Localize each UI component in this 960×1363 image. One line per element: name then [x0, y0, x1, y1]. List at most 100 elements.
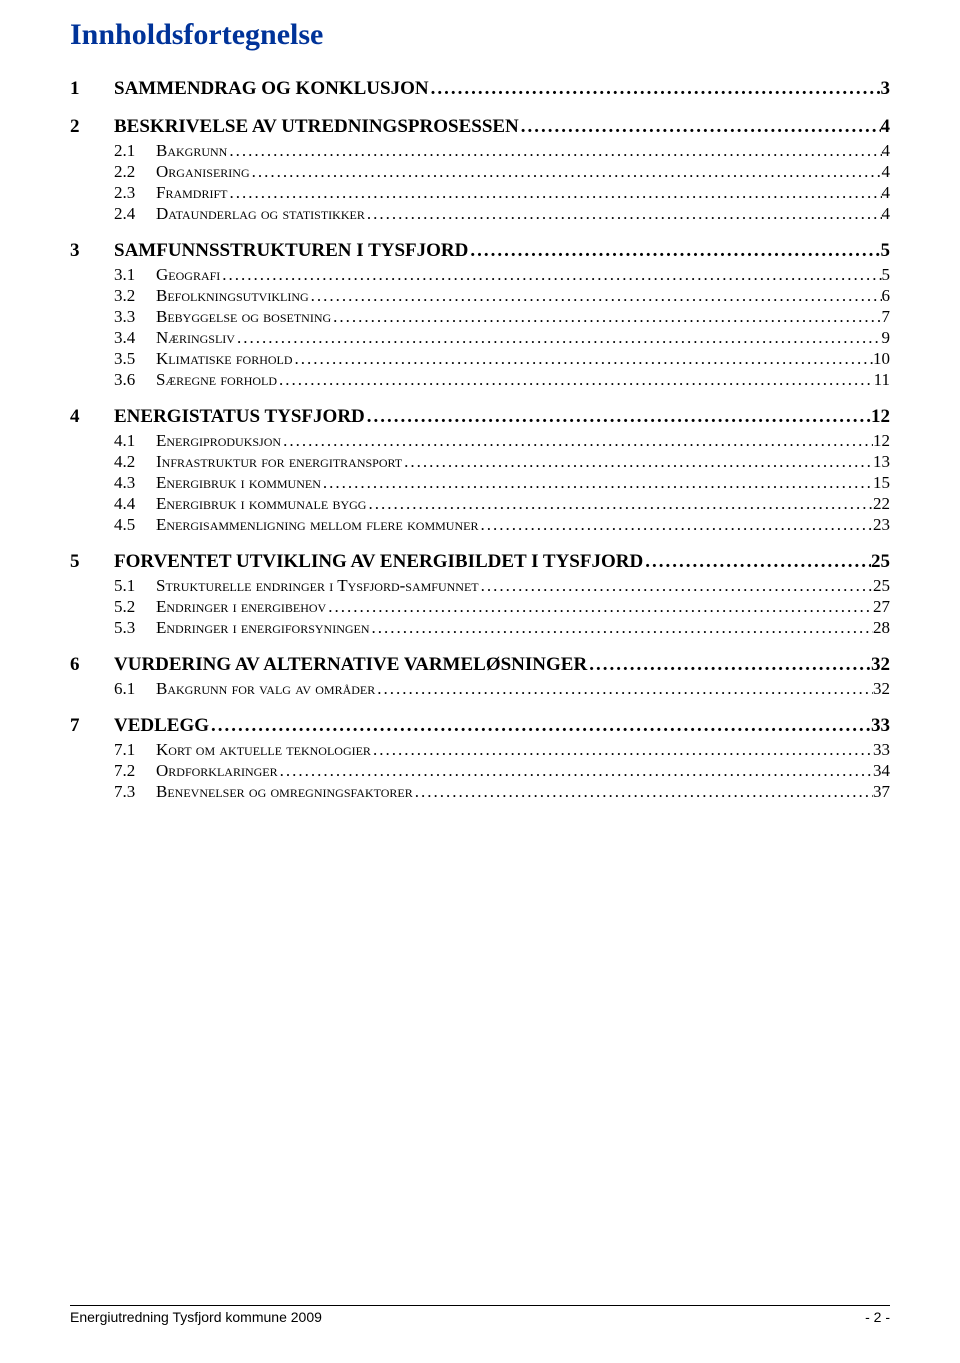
toc-entry: 7.3Benevnelser og omregningsfaktorer....… — [70, 782, 890, 802]
toc-leader-dots: ........................................… — [366, 494, 873, 514]
toc-entry: 3.6Særegne forhold......................… — [70, 370, 890, 390]
toc-leader-dots: ........................................… — [429, 78, 881, 100]
toc-leader-dots: ........................................… — [479, 576, 873, 596]
toc-entry-page: 28 — [873, 618, 890, 638]
toc-entry-label: Energibruk i kommunen — [156, 473, 321, 493]
toc-entry-label: Kort om aktuelle teknologier — [156, 740, 371, 760]
toc-entry-label: Organisering — [156, 162, 250, 182]
toc-entry: 5.2Endringer i energibehov..............… — [70, 597, 890, 617]
toc-entry-page: 25 — [873, 576, 890, 596]
toc-entry-page: 5 — [882, 265, 891, 285]
page: Innholdsfortegnelse 1SAMMENDRAG OG KONKL… — [0, 0, 960, 1363]
toc-entry-label: Framdrift — [156, 183, 227, 203]
toc-entry-number: 3.5 — [114, 349, 156, 369]
toc-entry: 3.2Befolkningsutvikling.................… — [70, 286, 890, 306]
toc-entry-number: 4.1 — [114, 431, 156, 451]
toc-leader-dots: ........................................… — [227, 183, 881, 203]
toc-entry-label: Energibruk i kommunale bygg — [156, 494, 366, 514]
toc-entry-number: 2.3 — [114, 183, 156, 203]
toc-entry-label: SAMFUNNSSTRUKTUREN I TYSFJORD — [114, 240, 468, 262]
toc-entry-number: 7.1 — [114, 740, 156, 760]
toc-entry-page: 34 — [873, 761, 890, 781]
toc-entry-label: Geografi — [156, 265, 220, 285]
toc-entry-number: 2.2 — [114, 162, 156, 182]
toc-entry: 7VEDLEGG................................… — [70, 715, 890, 737]
toc-leader-dots: ........................................… — [331, 307, 881, 327]
toc-leader-dots: ........................................… — [309, 286, 882, 306]
toc-entry-page: 4 — [882, 141, 891, 161]
toc-entry-label: Særegne forhold — [156, 370, 277, 390]
toc-leader-dots: ........................................… — [209, 715, 871, 737]
toc-entry-page: 23 — [873, 515, 890, 535]
toc-entry-page: 4 — [882, 162, 891, 182]
toc-leader-dots: ........................................… — [281, 431, 873, 451]
page-footer: Energiutredning Tysfjord kommune 2009 - … — [70, 1305, 890, 1325]
toc-entry: 7.1Kort om aktuelle teknologier.........… — [70, 740, 890, 760]
toc-entry: 1SAMMENDRAG OG KONKLUSJON...............… — [70, 78, 890, 100]
toc-entry-label: Bakgrunn — [156, 141, 227, 161]
toc-entry-label: Klimatiske forhold — [156, 349, 293, 369]
toc-leader-dots: ........................................… — [587, 654, 871, 676]
footer-row: Energiutredning Tysfjord kommune 2009 - … — [70, 1309, 890, 1325]
footer-rule — [70, 1305, 890, 1306]
toc-entry: 4.4Energibruk i kommunale bygg..........… — [70, 494, 890, 514]
toc-leader-dots: ........................................… — [235, 328, 882, 348]
toc-entry-number: 3.2 — [114, 286, 156, 306]
toc-entry: 5.3Endringer i energiforsyningen........… — [70, 618, 890, 638]
toc-entry: 4.1Energiproduksjon.....................… — [70, 431, 890, 451]
toc-entry: 3.5Klimatiske forhold...................… — [70, 349, 890, 369]
toc-entry: 2.3Framdrift............................… — [70, 183, 890, 203]
toc-entry-number: 6.1 — [114, 679, 156, 699]
toc-entry: 4ENERGISTATUS TYSFJORD..................… — [70, 406, 890, 428]
toc-entry-number: 2.4 — [114, 204, 156, 224]
toc-leader-dots: ........................................… — [365, 406, 871, 428]
toc-entry-page: 7 — [882, 307, 891, 327]
toc-entry: 4.3Energibruk i kommunen................… — [70, 473, 890, 493]
toc-leader-dots: ........................................… — [413, 782, 873, 802]
toc-entry-label: Bebyggelse og bosetning — [156, 307, 331, 327]
toc-entry-label: Endringer i energiforsyningen — [156, 618, 370, 638]
toc-entry-label: ENERGISTATUS TYSFJORD — [114, 406, 365, 428]
toc-entry-number: 4.2 — [114, 452, 156, 472]
toc-entry-number: 7.3 — [114, 782, 156, 802]
toc-entry-label: Infrastruktur for energitransport — [156, 452, 402, 472]
toc-heading: Innholdsfortegnelse — [70, 18, 890, 52]
toc-entry-page: 33 — [871, 715, 890, 737]
toc-entry-page: 6 — [882, 286, 891, 306]
toc-entry-number: 5.3 — [114, 618, 156, 638]
toc-leader-dots: ........................................… — [220, 265, 881, 285]
toc-leader-dots: ........................................… — [478, 515, 873, 535]
toc-entry-label: Strukturelle endringer i Tysfjord-samfun… — [156, 576, 479, 596]
toc-entry-page: 5 — [881, 240, 891, 262]
toc-entry-label: Ordforklaringer — [156, 761, 278, 781]
toc-leader-dots: ........................................… — [365, 204, 882, 224]
toc-entry-label: Endringer i energibehov — [156, 597, 326, 617]
toc-entry: 3.1Geografi.............................… — [70, 265, 890, 285]
toc-entry-number: 4.5 — [114, 515, 156, 535]
toc-entry-number: 1 — [70, 78, 114, 100]
toc-entry: 5.1Strukturelle endringer i Tysfjord-sam… — [70, 576, 890, 596]
toc-entry-number: 2.1 — [114, 141, 156, 161]
toc-entry-number: 3.1 — [114, 265, 156, 285]
footer-left-text: Energiutredning Tysfjord kommune 2009 — [70, 1309, 322, 1325]
toc-entry-page: 4 — [881, 116, 891, 138]
toc-leader-dots: ........................................… — [468, 240, 880, 262]
toc-entry-number: 6 — [70, 654, 114, 676]
toc-entry-label: BESKRIVELSE AV UTREDNINGSPROSESSEN — [114, 116, 519, 138]
toc-entry-number: 4 — [70, 406, 114, 428]
toc-entry-label: VURDERING AV ALTERNATIVE VARMELØSNINGER — [114, 654, 587, 676]
toc-entry-page: 3 — [881, 78, 891, 100]
toc-entry-label: Næringsliv — [156, 328, 235, 348]
toc-entry-page: 37 — [873, 782, 890, 802]
toc-entry-label: Bakgrunn for valg av områder — [156, 679, 375, 699]
toc-entry-page: 10 — [873, 349, 890, 369]
footer-page-number: - 2 - — [865, 1309, 890, 1325]
toc-leader-dots: ........................................… — [250, 162, 882, 182]
toc-entry-number: 3.4 — [114, 328, 156, 348]
toc-entry-number: 4.3 — [114, 473, 156, 493]
toc-entry-page: 4 — [882, 183, 891, 203]
toc-leader-dots: ........................................… — [402, 452, 873, 472]
toc-entry: 3.4Næringsliv...........................… — [70, 328, 890, 348]
toc-entry: 7.2Ordforklaringer......................… — [70, 761, 890, 781]
toc-entry: 3.3Bebyggelse og bosetning..............… — [70, 307, 890, 327]
